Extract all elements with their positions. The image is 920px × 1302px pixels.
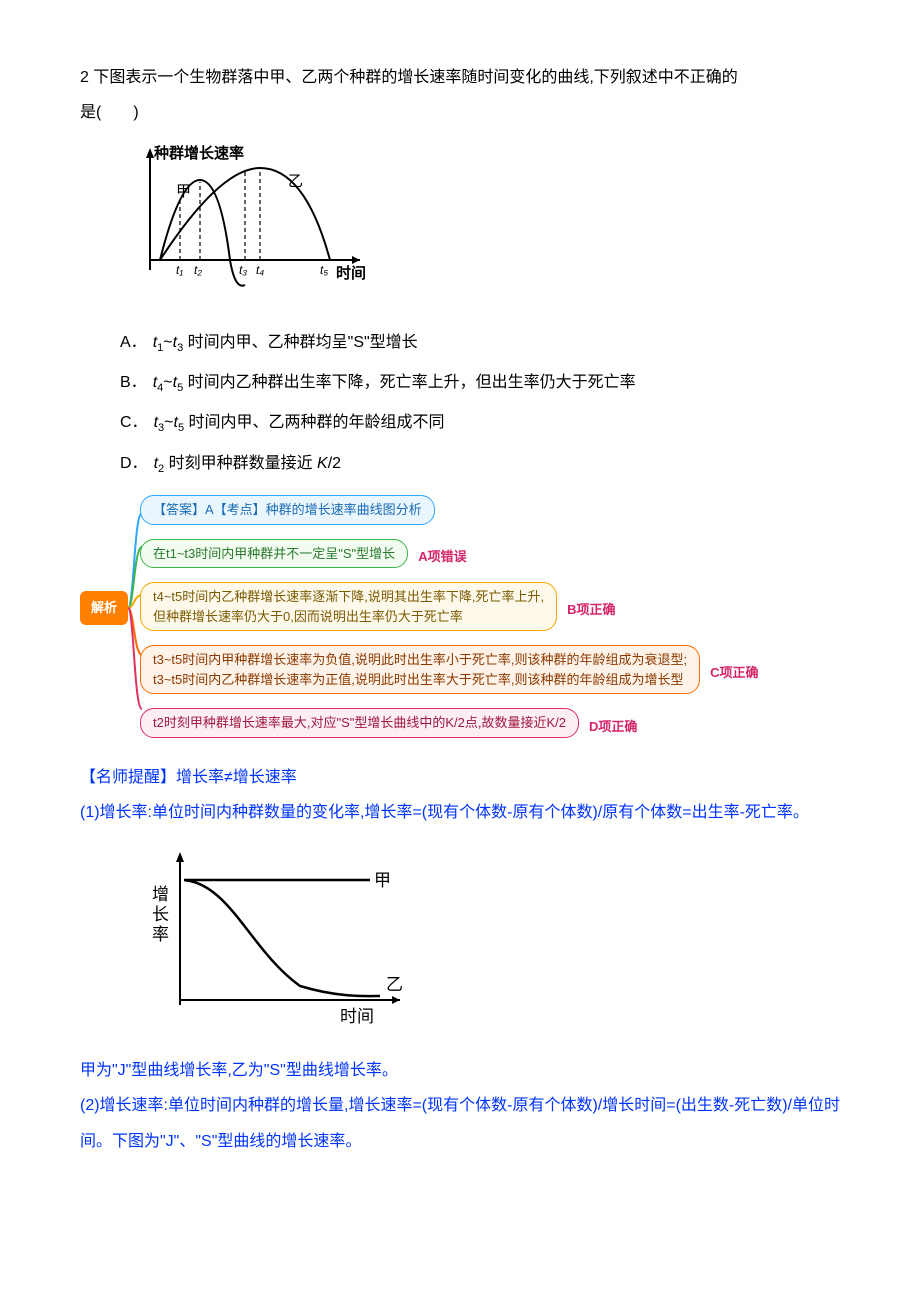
mindmap-tag-2: B项正确: [567, 596, 615, 625]
mindmap-root: 解析: [80, 591, 128, 625]
opt-b-p2: ~: [163, 374, 172, 391]
stem-pre: 下图表示一个生物群落中甲、乙两个种群的增长速率随时间变化的曲线,下列叙述中不正确…: [93, 69, 737, 86]
option-d-letter: D．: [120, 455, 148, 472]
graph1-xlabel: 时间: [336, 264, 366, 282]
option-a-letter: A．: [120, 334, 147, 351]
mindmap-tag-3: C项正确: [710, 659, 758, 688]
mindmap-node-3: t3~t5时间内甲种群增长速率为负值,说明此时出生率小于死亡率,则该种群的年龄组…: [140, 645, 700, 694]
opt-d-p4: /2: [328, 455, 341, 472]
growth-rate-graph: 种群增长速率 时间 甲 乙 t₁ t₂ t₃ t₄ t₅: [120, 140, 840, 313]
graph2-svg: 增 长 率 时间 甲 乙: [140, 840, 420, 1030]
growth-ratio-graph: 增 长 率 时间 甲 乙: [140, 840, 840, 1043]
opt-d-p3: K: [317, 455, 328, 472]
opt-d-p2: 时刻甲种群数量接近: [164, 455, 317, 472]
option-d: D．t2 时刻甲种群数量接近 K/2: [120, 445, 840, 483]
graph2-xlabel: 时间: [340, 1007, 374, 1026]
graph1-t3: t₃: [239, 263, 247, 277]
question-stem: 2 下图表示一个生物群落中甲、乙两个种群的增长速率随时间变化的曲线,下列叙述中不…: [80, 60, 840, 95]
option-b: B．t4~t5 时间内乙种群出生率下降，死亡率上升，但出生率仍大于死亡率: [120, 364, 840, 402]
mindmap-node-4: t2时刻甲种群增长速率最大,对应"S"型增长曲线中的K/2点,故数量接近K/2: [140, 708, 579, 738]
opt-c-p5: 时间内甲、乙两种群的年龄组成不同: [184, 414, 444, 431]
opt-b-p5: 时间内乙种群出生率下降，死亡率上升，但出生率仍大于死亡率: [183, 374, 635, 391]
graph1-ylabel: 种群增长速率: [153, 144, 244, 162]
question-number: 2: [80, 69, 89, 86]
tip-line1: (1)增长率:单位时间内种群数量的变化率,增长率=(现有个体数-原有个体数)/原…: [80, 795, 840, 830]
option-c-letter: C．: [120, 414, 148, 431]
mindmap-node-0: 【答案】A【考点】种群的增长速率曲线图分析: [140, 495, 435, 525]
graph1-t2: t₂: [194, 263, 202, 277]
graph2-yl2: 长: [152, 905, 169, 924]
graph1-curve-b-label: 乙: [288, 173, 303, 190]
graph1-t4: t₄: [256, 263, 264, 277]
opt-a-p5: 时间内甲、乙种群均呈"S"型增长: [183, 334, 417, 351]
mindmap-node-1: 在t1~t3时间内甲种群并不一定呈"S"型增长: [140, 539, 408, 569]
graph2-a-label: 甲: [374, 871, 391, 890]
option-c: C．t3~t5 时间内甲、乙两种群的年龄组成不同: [120, 404, 840, 442]
tip-title: 【名师提醒】增长率≠增长速率: [80, 760, 840, 795]
opt-a-p2: ~: [163, 334, 172, 351]
graph1-t1: t₁: [176, 263, 183, 277]
graph1-t5: t₅: [320, 263, 328, 277]
graph2-b-label: 乙: [386, 975, 403, 994]
stem-post: 是( ): [80, 95, 840, 130]
options-block: A．t1~t3 时间内甲、乙种群均呈"S"型增长 B．t4~t5 时间内乙种群出…: [120, 324, 840, 484]
graph2-yl3: 率: [152, 925, 169, 944]
analysis-mindmap: 解析 【答案】A【考点】种群的增长速率曲线图分析在t1~t3时间内甲种群并不一定…: [80, 495, 840, 746]
graph1-svg: 种群增长速率 时间 甲 乙 t₁ t₂ t₃ t₄ t₅: [120, 140, 380, 300]
tip-line3: (2)增长速率:单位时间内种群的增长量,增长速率=(现有个体数-原有个体数)/增…: [80, 1088, 840, 1158]
graph2-yl1: 增: [152, 885, 169, 904]
graph1-curve-a-label: 甲: [176, 183, 191, 200]
mindmap-nodes: 【答案】A【考点】种群的增长速率曲线图分析在t1~t3时间内甲种群并不一定呈"S…: [140, 495, 840, 746]
option-a: A．t1~t3 时间内甲、乙种群均呈"S"型增长: [120, 324, 840, 362]
mindmap-node-2: t4~t5时间内乙种群增长速率逐渐下降,说明其出生率下降,死亡率上升, 但种群增…: [140, 582, 557, 631]
tip-line2: 甲为"J"型曲线增长率,乙为"S"型曲线增长率。: [80, 1053, 840, 1088]
option-b-letter: B．: [120, 374, 147, 391]
mindmap-tag-4: D项正确: [589, 713, 637, 742]
mindmap-tag-1: A项错误: [418, 543, 466, 572]
